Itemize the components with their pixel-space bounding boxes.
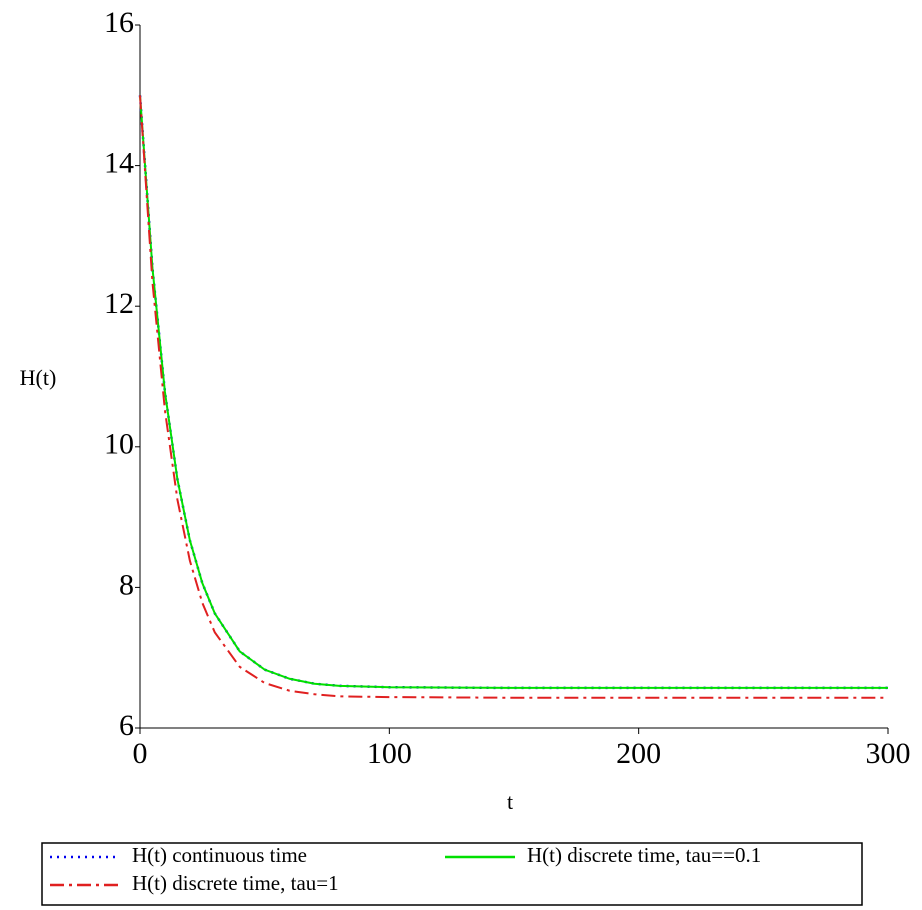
legend-box xyxy=(41,842,863,906)
y-tick-label: 6 xyxy=(119,709,134,742)
y-tick-label: 8 xyxy=(119,568,134,601)
y-tick-label: 12 xyxy=(104,287,134,320)
x-axis-label: t xyxy=(507,789,513,814)
y-axis-label: H(t) xyxy=(20,365,57,390)
y-tick-label: 16 xyxy=(104,6,134,39)
series-line xyxy=(138,95,888,690)
series-line xyxy=(139,95,888,689)
y-tick-label: 10 xyxy=(104,428,134,461)
legend-label: H(t) continuous time xyxy=(132,843,307,867)
legend-label: H(t) discrete time, tau=1 xyxy=(132,871,339,895)
y-tick-label: 14 xyxy=(104,146,134,179)
legend-label: H(t) discrete time, tau==0.1 xyxy=(527,843,761,867)
x-tick-label: 200 xyxy=(616,737,661,770)
series-line xyxy=(139,95,888,699)
x-tick-label: 0 xyxy=(133,737,148,770)
x-tick-label: 100 xyxy=(367,737,412,770)
x-tick-label: 300 xyxy=(866,737,911,770)
